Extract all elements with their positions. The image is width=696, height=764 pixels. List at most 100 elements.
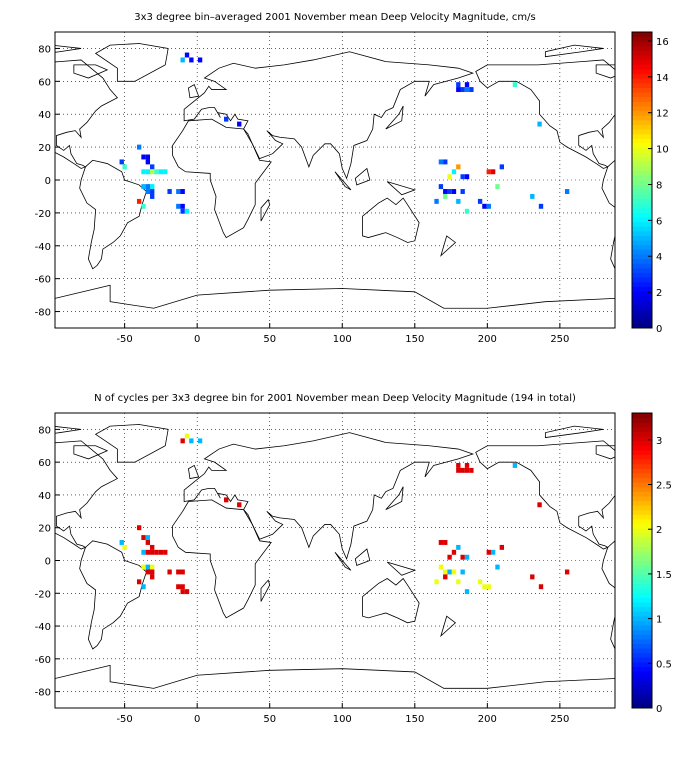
bin-cell	[499, 544, 505, 550]
colorbar-step	[632, 413, 652, 419]
bin-cell	[145, 154, 151, 160]
y-tick-label: 40	[38, 491, 51, 502]
colorbar-step	[632, 263, 652, 269]
bin-cell	[141, 564, 146, 570]
colorbar-step	[632, 542, 652, 548]
y-tick-label: -40	[35, 242, 51, 253]
colorbar-step	[632, 537, 652, 543]
bin-cell	[176, 584, 181, 590]
bin-cell	[184, 433, 190, 439]
bin-cell	[447, 569, 452, 575]
colorbar-step	[632, 314, 652, 320]
bin-cell	[180, 438, 185, 444]
colorbar-step	[632, 207, 652, 213]
colorbar-step	[632, 436, 652, 442]
bin-cell	[451, 169, 457, 175]
coastline	[188, 464, 200, 480]
bin-cell	[150, 169, 155, 175]
bin-cell	[145, 159, 151, 165]
bin-cell	[464, 208, 470, 214]
colorbar-step	[632, 291, 652, 297]
bin-cell	[150, 164, 155, 170]
bin-cell	[189, 57, 194, 63]
colorbar-tick-label: 10	[656, 145, 669, 156]
bin-cell	[176, 569, 181, 575]
colorbar-step	[632, 532, 652, 538]
coastline	[595, 445, 615, 460]
bin-cell	[456, 462, 461, 468]
bin-cell	[486, 203, 491, 209]
colorbar-step	[632, 684, 652, 691]
colorbar-step	[632, 431, 652, 437]
colorbar-step	[632, 620, 652, 626]
bin-cell	[136, 525, 142, 531]
colorbar-step	[632, 277, 652, 283]
colorbar-step	[632, 254, 652, 260]
colorbar-step	[632, 193, 652, 199]
bin-cell	[150, 189, 155, 194]
colorbar-box	[631, 412, 653, 709]
colorbar-step	[632, 45, 652, 51]
colorbar-step	[632, 519, 652, 525]
colorbar-tick-label: 0.5	[656, 659, 672, 670]
bin-cell	[122, 544, 127, 550]
bin-cell	[180, 208, 185, 214]
colorbar-step	[632, 129, 652, 135]
colorbar-step	[632, 152, 652, 158]
y-tick-label: 60	[38, 77, 51, 88]
bin-cell	[145, 169, 151, 175]
y-tick-label: 40	[38, 110, 51, 121]
bin-cell	[141, 549, 146, 555]
colorbar-step	[632, 528, 652, 534]
coastline	[260, 579, 271, 602]
y-tick-label: -60	[35, 655, 51, 666]
colorbar-tick-label: 14	[656, 73, 669, 84]
x-tick-label: 100	[333, 714, 352, 725]
colorbar-step	[632, 133, 652, 139]
colorbar-step	[632, 240, 652, 246]
coastline	[475, 440, 615, 550]
bin-cell	[119, 159, 124, 165]
colorbar-step	[632, 300, 652, 306]
coastline	[55, 426, 82, 434]
axes-box	[54, 412, 616, 709]
coastline	[386, 181, 417, 196]
colorbar-step	[632, 309, 652, 315]
map-panel: 3x3 degree bin–averaged 2001 November me…	[35, 12, 669, 345]
colorbar-step	[632, 551, 652, 557]
colorbar-step	[632, 703, 652, 709]
bin-cell	[443, 569, 448, 575]
x-tick-label: 200	[478, 334, 497, 345]
colorbar-step	[632, 583, 652, 589]
bin-cell	[141, 203, 146, 209]
bin-cell	[451, 549, 457, 555]
bin-cell	[136, 579, 142, 585]
colorbar-tick-label: 8	[656, 180, 662, 191]
colorbar-step	[632, 78, 652, 84]
colorbar-step	[632, 417, 652, 423]
bin-cell	[158, 169, 164, 175]
bin-cell	[163, 549, 168, 555]
coastline	[544, 44, 604, 58]
colorbar-step	[632, 648, 652, 654]
colorbar-tick-label: 0	[656, 704, 662, 715]
colorbar-tick-label: 12	[656, 109, 669, 120]
bin-cell	[482, 203, 487, 209]
colorbar-step	[632, 286, 652, 292]
colorbar-step	[632, 235, 652, 241]
colorbar-step	[632, 198, 652, 204]
colorbar-step	[632, 318, 652, 324]
bin-cell	[464, 589, 470, 595]
bin-cell	[224, 116, 229, 122]
bin-cell	[438, 540, 444, 545]
bin-cell	[490, 169, 496, 175]
bin-cell	[538, 584, 544, 590]
coastline	[334, 171, 352, 191]
bin-cell	[184, 589, 190, 595]
colorbar-step	[632, 203, 652, 209]
bin-cell	[464, 87, 470, 93]
colorbar-step	[632, 73, 652, 79]
coastline	[475, 59, 615, 169]
colorbar-step	[632, 611, 652, 617]
bin-cell	[180, 569, 185, 575]
